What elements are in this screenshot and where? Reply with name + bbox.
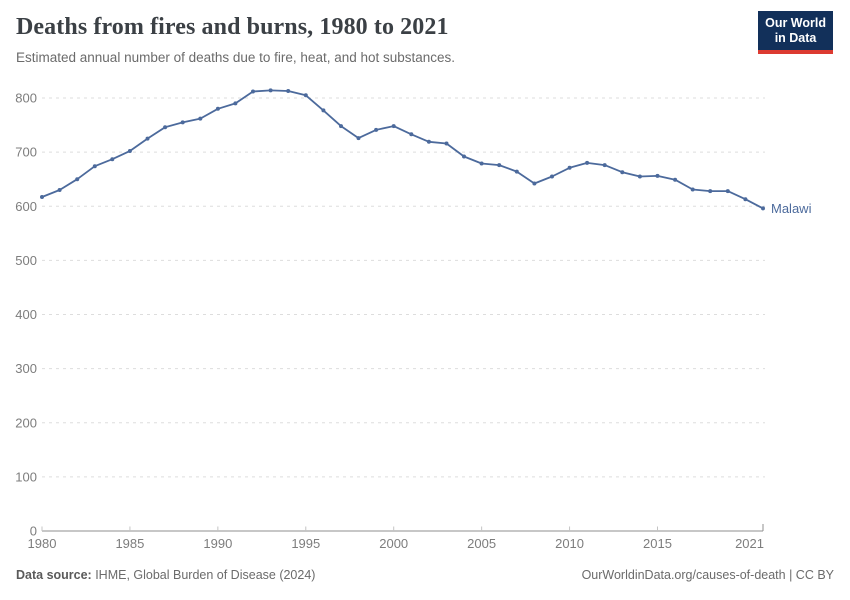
data-point-marker (356, 136, 361, 141)
data-point-marker (567, 165, 572, 170)
page-title: Deaths from fires and burns, 1980 to 202… (16, 14, 449, 40)
data-point-marker (462, 154, 466, 159)
data-point-marker (725, 189, 730, 194)
data-point-marker (673, 177, 678, 182)
owid-logo-line1: Our World (765, 16, 826, 30)
owid-logo[interactable]: Our World in Data (758, 11, 833, 54)
y-tick-label: 700 (15, 145, 37, 160)
data-point-marker (180, 120, 185, 125)
y-tick-label: 800 (15, 91, 37, 106)
data-point-marker (198, 116, 203, 121)
data-point-marker (286, 89, 291, 93)
chart-footer: Data source: IHME, Global Burden of Dise… (16, 568, 834, 582)
y-tick-label: 600 (15, 199, 37, 214)
y-tick-label: 400 (15, 307, 37, 322)
data-point-marker (110, 157, 115, 162)
data-point-marker (391, 124, 396, 129)
data-point-marker (75, 177, 80, 182)
data-point-marker (145, 136, 150, 141)
data-point-marker (127, 149, 132, 153)
data-point-marker (602, 163, 607, 168)
data-point-marker (92, 164, 97, 169)
data-point-marker (761, 206, 765, 211)
y-tick-label: 500 (15, 253, 37, 268)
x-axis: 1980 1985 1990 1995 2000 2005 2010 2015 2021 (28, 524, 764, 551)
x-tick-label: 2010 (555, 536, 584, 551)
data-point-marker (585, 160, 590, 165)
data-point-marker (303, 93, 308, 98)
data-point-marker (708, 189, 713, 194)
data-point-marker (251, 89, 255, 94)
x-tick-label: 1980 (28, 536, 57, 551)
y-tick-label: 200 (15, 415, 37, 430)
data-source-label: Data source: (16, 568, 92, 582)
gridlines (42, 97, 765, 478)
data-point-marker (550, 174, 554, 179)
data-point-marker (374, 127, 379, 132)
data-source-text: IHME, Global Burden of Disease (2024) (91, 568, 316, 582)
y-tick-label: 100 (15, 469, 37, 484)
x-tick-label: 1995 (291, 536, 320, 551)
data-point-marker (690, 187, 695, 192)
data-source: Data source: IHME, Global Burden of Dise… (16, 568, 315, 582)
data-point-marker (497, 163, 502, 168)
x-tick-label: 2005 (467, 536, 496, 551)
data-point-marker (215, 106, 220, 111)
data-point-marker (268, 88, 273, 93)
data-point-marker (479, 161, 484, 166)
data-point-marker (743, 197, 748, 202)
x-tick-label: 2015 (643, 536, 672, 551)
data-point-marker (426, 139, 431, 144)
data-point-marker (321, 108, 326, 113)
data-series (40, 88, 765, 211)
data-point-marker (637, 174, 642, 179)
data-point-marker (233, 101, 238, 106)
y-tick-label: 0 (30, 524, 37, 539)
x-tick-label: 1985 (115, 536, 144, 551)
chart-subtitle: Estimated annual number of deaths due to… (16, 50, 456, 65)
data-point-marker (620, 170, 625, 175)
data-point-marker (532, 181, 537, 186)
x-tick-label: 1990 (203, 536, 232, 551)
x-tick-label: 2000 (379, 536, 408, 551)
data-point-marker (163, 125, 168, 130)
data-point-marker (57, 188, 62, 192)
y-axis-labels: 0 100 200 300 400 500 600 700 800 (15, 91, 37, 539)
data-point-marker (444, 141, 449, 146)
data-point-marker (655, 173, 660, 178)
owid-logo-line2: in Data (774, 31, 817, 46)
entity-label[interactable]: Malawi (771, 201, 812, 216)
data-point-marker (514, 169, 519, 174)
y-tick-label: 300 (15, 361, 37, 376)
data-point-marker (40, 195, 44, 199)
data-point-marker (409, 132, 414, 137)
data-point-marker (339, 124, 343, 129)
owid-link[interactable]: OurWorldinData.org/causes-of-death | CC … (581, 568, 834, 582)
x-tick-label: 2021 (735, 536, 764, 551)
